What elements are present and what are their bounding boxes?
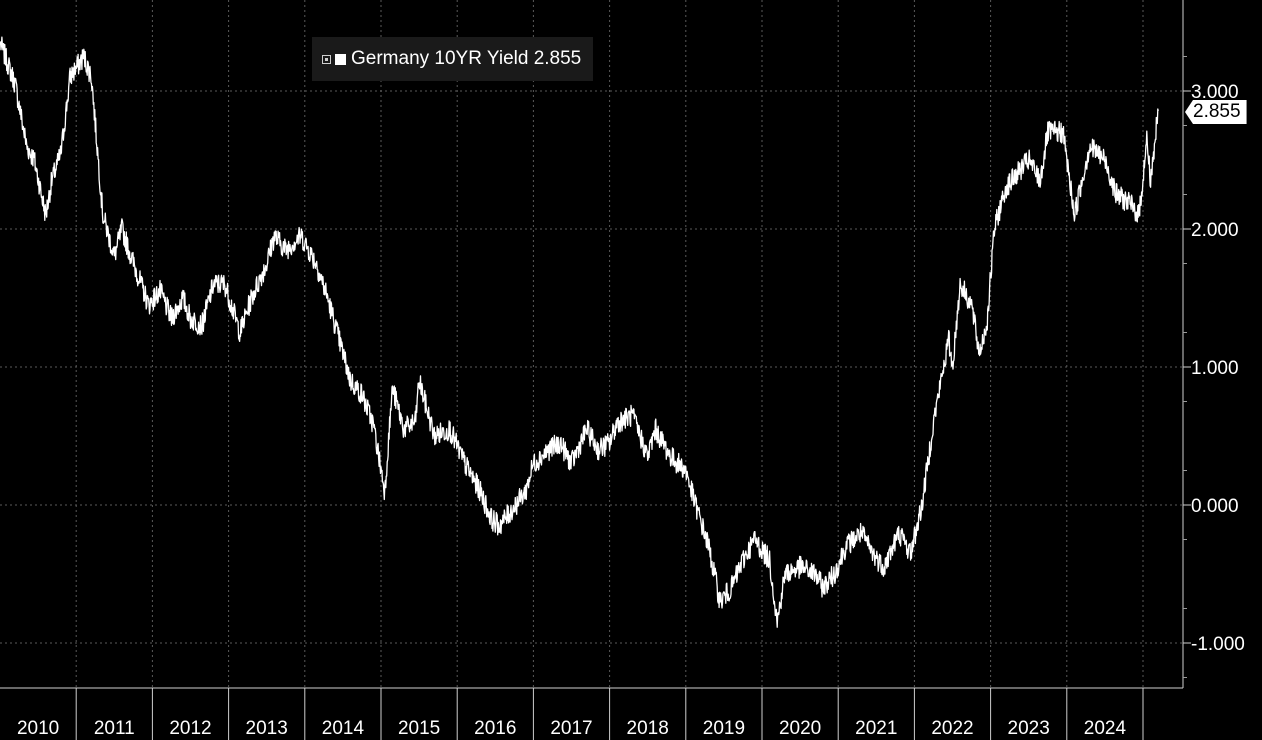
x-tick-label: 2018 [627,718,669,739]
y-axis: 3.000 2.000 1.000 0.000 -1.000 [1183,56,1245,678]
y-tick-label: 2.000 [1191,220,1239,241]
y-tick-label: 1.000 [1191,358,1239,379]
plot-frame [0,0,1184,689]
x-tick-label: 2021 [855,718,897,739]
legend-toggle-icon[interactable] [322,54,331,64]
legend-last-value: 2.855 [533,48,582,69]
x-tick-label: 2017 [550,718,592,739]
x-tick-label: 2022 [931,718,973,739]
legend[interactable]: Germany 10YR Yield 2.855 [312,37,594,81]
legend-series-label: Germany 10YR Yield [351,48,529,69]
series-line-germany-10yr [0,36,1159,628]
x-tick-label: 2015 [398,718,440,739]
series-layer [0,36,1159,628]
x-tick-label: 2020 [779,718,821,739]
x-tick-label: 2012 [169,718,211,739]
x-tick-label: 2014 [322,718,365,739]
gridlines [0,0,1183,688]
y-tick-label: 3.000 [1191,82,1239,103]
x-tick-label: 2016 [474,718,516,739]
x-tick-label: 2010 [17,718,59,739]
series-swatch [335,53,346,65]
x-axis: 2010 2011 2012 2013 2014 2015 2016 2017 2018 2019… [17,688,1144,740]
x-tick-label: 2013 [246,718,288,739]
x-tick-label: 2011 [94,718,135,739]
y-tick-label: -1.000 [1191,634,1245,655]
x-tick-label: 2024 [1084,718,1127,739]
y-tick-label: 0.000 [1191,496,1239,517]
last-value-tag: 2.855 [1185,100,1247,124]
x-tick-label: 2019 [703,718,745,739]
x-tick-label: 2023 [1008,718,1050,739]
